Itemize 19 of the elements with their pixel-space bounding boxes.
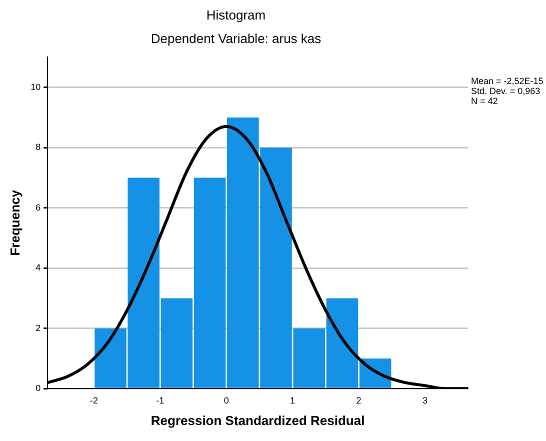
x-tick-label: 3 — [422, 395, 428, 406]
y-tick-label: 8 — [36, 142, 41, 152]
y-tick-label: 6 — [36, 202, 41, 212]
text: Std. Dev. = 0,963 — [471, 86, 540, 96]
text: N = 42 — [471, 96, 498, 106]
y-tick-label: 4 — [36, 262, 41, 273]
x-tick-label: -1 — [156, 395, 164, 406]
x-tick-label: -2 — [90, 395, 98, 406]
y-tick-label: 10 — [30, 82, 41, 92]
x-axis-title: Regression Standardized Residual — [150, 412, 365, 428]
y-tick-label: 0 — [36, 383, 41, 394]
x-tick-label: 2 — [356, 395, 362, 406]
y-tick-label: 2 — [36, 322, 41, 333]
chart-subtitle: Dependent Variable: arus kas — [150, 30, 322, 46]
x-tick-label: 1 — [290, 395, 296, 406]
chart-title: Histogram — [206, 7, 266, 22]
y-axis-title: Frequency — [7, 189, 22, 256]
text: Mean = -2,52E-15 — [471, 76, 544, 86]
x-tick-label: 0 — [224, 395, 229, 406]
